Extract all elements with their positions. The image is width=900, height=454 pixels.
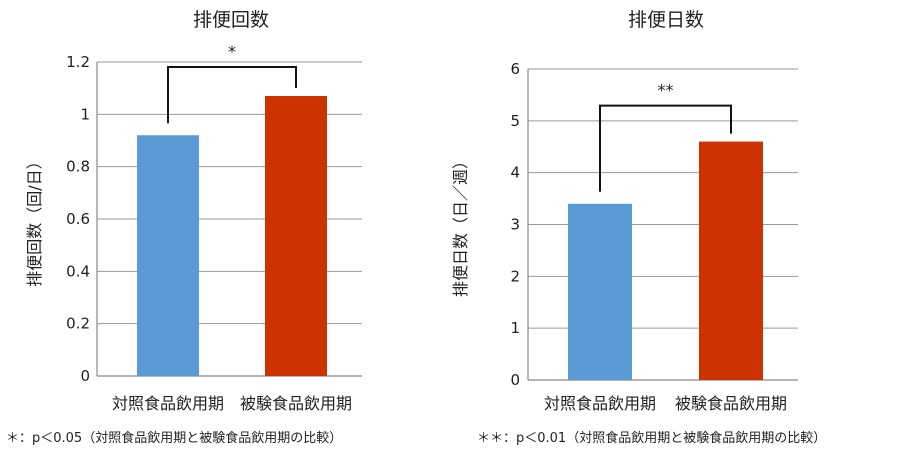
y-tick-label: 0: [80, 367, 90, 385]
significance-marker: *: [228, 42, 236, 61]
chart-title: 排便回数: [193, 9, 269, 31]
y-tick-label: 3: [510, 216, 520, 234]
y-tick-label: 5: [510, 112, 520, 130]
bar: [568, 203, 632, 380]
y-axis-label: 排便日数（日／週）: [451, 153, 470, 297]
chart-title: 排便日数: [628, 9, 704, 31]
y-tick-label: 0.4: [66, 262, 90, 280]
y-tick-label: 1: [80, 105, 90, 123]
y-tick-label: 4: [510, 164, 520, 182]
y-tick-label: 6: [510, 60, 520, 78]
chart-bowel-frequency: 排便回数 排便回数（回/日） 0 0.2 0.4 0.6 0.8 1 1.2 対照食品飲用期…: [6, 9, 362, 446]
chart-bowel-days: 排便日数 排便日数（日／週） 0 1 2 3 4 5 6 対照食品飲用期 被験食品飲用期 **…: [451, 9, 826, 446]
bar: [265, 96, 327, 377]
significance-marker: **: [658, 81, 674, 100]
x-category-label: 対照食品飲用期: [544, 394, 656, 413]
y-tick-label: 2: [510, 267, 520, 285]
significance-bracket: [167, 66, 297, 124]
x-category-label: 被験食品飲用期: [675, 394, 787, 413]
y-axis-label: 排便回数（回/日）: [25, 153, 44, 286]
y-tick-label: 0.2: [66, 315, 90, 333]
significance-bracket: [599, 104, 732, 192]
bar: [137, 135, 199, 376]
bar: [699, 141, 763, 380]
y-tick-label: 0.6: [66, 210, 90, 228]
footnote: ＊：p＜0.05（対照食品飲用期と被験食品飲用期の比較）: [6, 430, 342, 446]
x-category-label: 対照食品飲用期: [112, 394, 224, 413]
y-tick-label: 1.2: [66, 53, 90, 71]
x-category-label: 被験食品飲用期: [240, 394, 352, 413]
y-tick-label: 0.8: [66, 158, 90, 176]
footnote: ＊＊：p＜0.01（対照食品飲用期と被験食品飲用期の比較）: [477, 430, 826, 446]
y-tick-label: 1: [510, 319, 520, 337]
y-tick-label: 0: [510, 371, 520, 389]
